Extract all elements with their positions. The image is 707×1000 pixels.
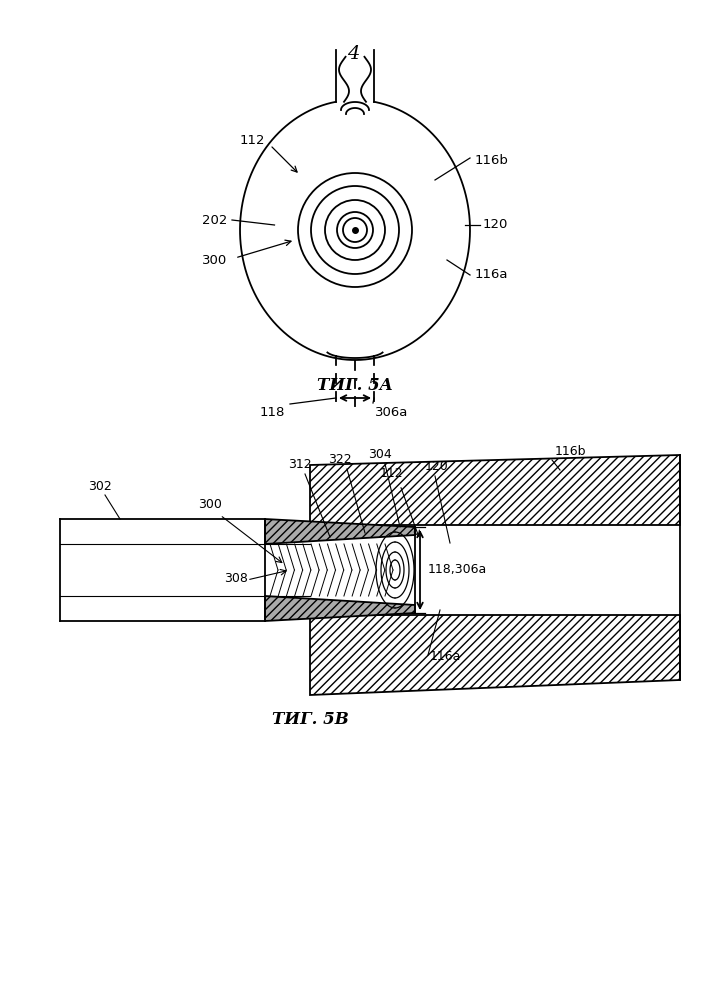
Text: 304: 304 (368, 448, 392, 461)
Text: 308: 308 (224, 572, 248, 585)
Text: 118,306a: 118,306a (428, 564, 487, 576)
Text: 300: 300 (201, 253, 227, 266)
Polygon shape (265, 596, 415, 621)
Text: 300: 300 (198, 498, 222, 511)
Polygon shape (265, 519, 415, 544)
Text: 118: 118 (259, 406, 285, 419)
Text: 116a: 116a (430, 650, 462, 663)
Text: ΤИГ. 5B: ΤИГ. 5B (271, 712, 349, 728)
Text: 116a: 116a (475, 268, 508, 282)
Text: 112: 112 (380, 467, 404, 480)
Text: 322: 322 (328, 453, 352, 466)
Text: 306a: 306a (375, 406, 409, 419)
Text: 312: 312 (288, 458, 312, 471)
Text: 4: 4 (347, 45, 359, 63)
Polygon shape (310, 615, 680, 695)
Text: 120: 120 (483, 219, 508, 232)
Text: 120: 120 (425, 460, 449, 473)
Text: 302: 302 (88, 480, 112, 493)
Text: ΤИГ. 5A: ΤИГ. 5A (317, 376, 393, 393)
Text: 112: 112 (240, 133, 265, 146)
Text: 116b: 116b (555, 445, 587, 458)
Text: 202: 202 (201, 214, 227, 227)
Text: 116b: 116b (475, 153, 509, 166)
Polygon shape (310, 455, 680, 525)
